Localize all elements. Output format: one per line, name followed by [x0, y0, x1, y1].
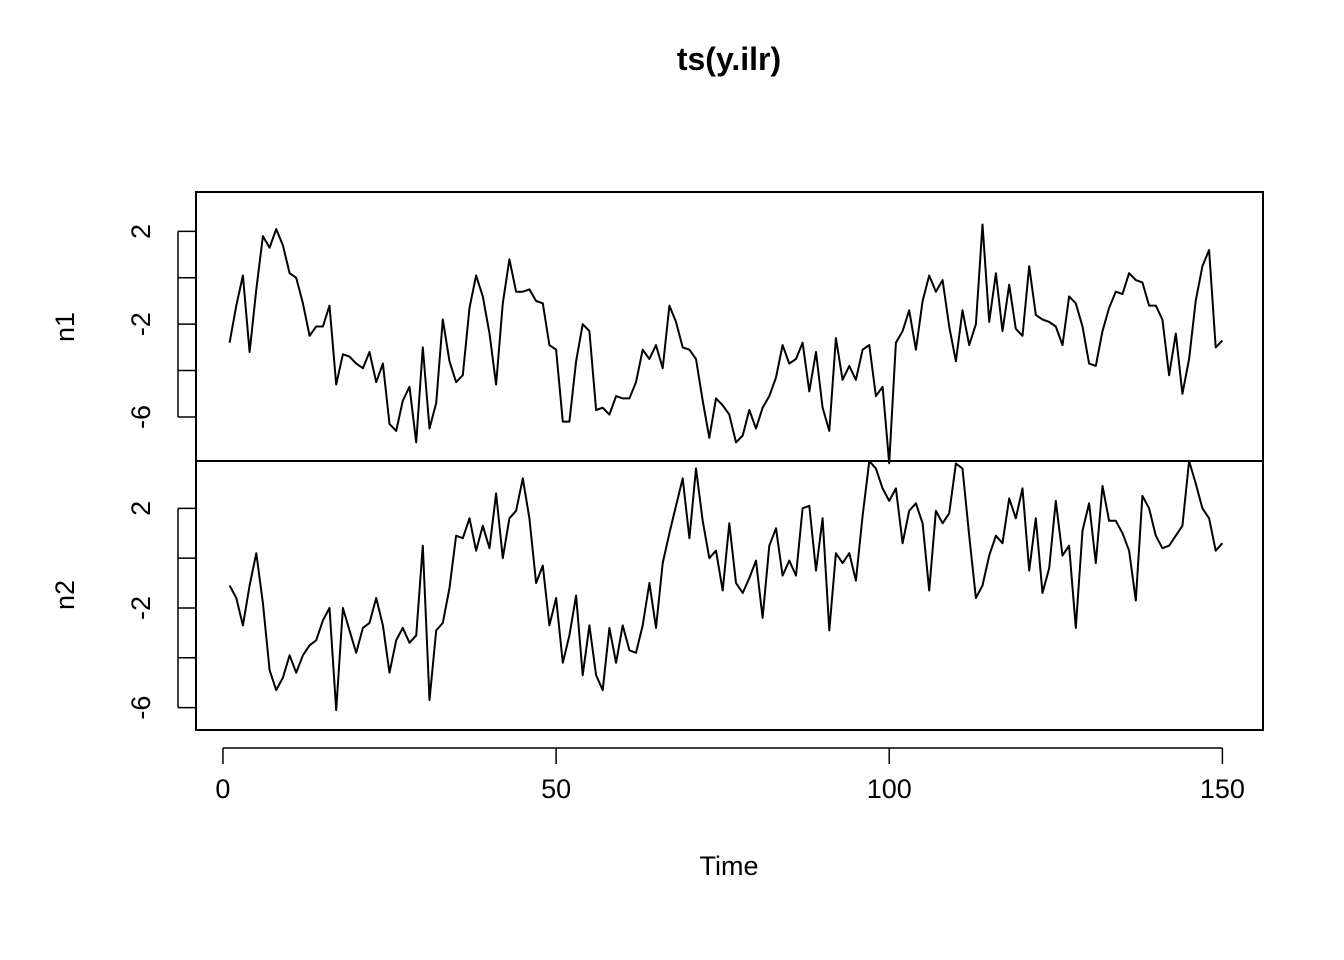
- y-tick-label: -2: [126, 596, 156, 620]
- panel-n2: n2 -6 -2 2: [50, 460, 1264, 731]
- panel-n2-ylabel: n2: [50, 580, 80, 610]
- x-axis-label: Time: [700, 851, 759, 881]
- y-tick-label: -6: [126, 696, 156, 720]
- series-n2-line: [228, 460, 1224, 712]
- panel-n2-y-axis: -6 -2 2: [126, 501, 196, 720]
- x-tick-label: 150: [1200, 774, 1245, 804]
- x-tick-label: 100: [867, 774, 912, 804]
- panel-n1-ylabel: n1: [50, 312, 80, 342]
- panel-n1: n1 -6 -2 2: [50, 191, 1264, 465]
- y-tick-label: -6: [126, 405, 156, 429]
- chart-title: ts(y.ilr): [677, 41, 781, 77]
- panel-n1-y-axis: -6 -2 2: [126, 224, 196, 429]
- y-tick-label: -2: [126, 312, 156, 336]
- panel-n2-frame: [195, 460, 1264, 731]
- x-axis: 0 50 100 150: [215, 747, 1245, 804]
- x-tick-label: 0: [215, 774, 230, 804]
- y-tick-label: 2: [126, 224, 156, 239]
- y-tick-label: 2: [126, 501, 156, 516]
- series-n1-line: [228, 223, 1224, 465]
- x-tick-label: 50: [541, 774, 571, 804]
